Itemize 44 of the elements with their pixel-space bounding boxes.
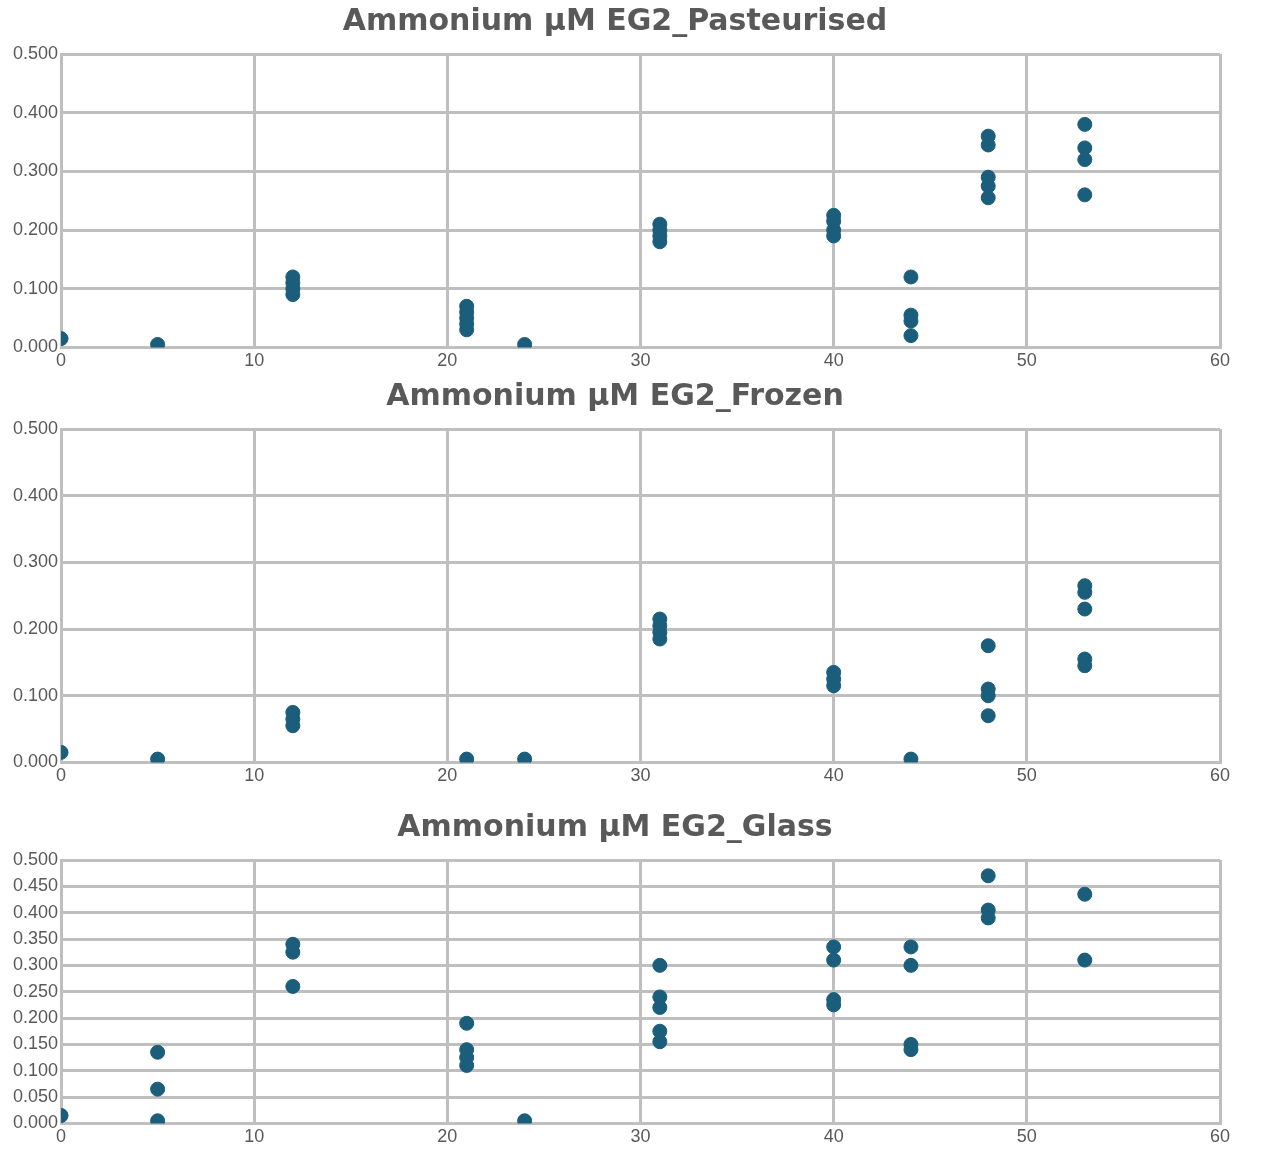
x-tick-label: 40: [823, 350, 844, 371]
y-tick-label: 0.400: [13, 484, 59, 505]
x-tick-label: 40: [823, 1126, 844, 1147]
x-tick-label: 0: [56, 350, 67, 371]
y-tick-label: 0.050: [13, 1086, 59, 1107]
x-tick-label: 60: [1209, 1126, 1231, 1147]
y-tick-label: 0.200: [13, 219, 59, 240]
y-tick-label: 0.200: [13, 618, 59, 639]
y-tick-label: 0.200: [13, 1007, 59, 1028]
x-tick-label: 50: [1016, 350, 1037, 371]
chart-title: Ammonium µM EG2_Glass: [397, 807, 833, 843]
x-tick-label: 20: [437, 765, 458, 786]
x-tick-label: 30: [630, 350, 651, 371]
y-tick-label: 0.400: [13, 101, 59, 122]
y-tick-label: 0.100: [13, 277, 59, 298]
y-tick-label: 0.350: [13, 927, 59, 948]
x-tick-label: 10: [244, 350, 265, 371]
y-tick-label: 0.300: [13, 954, 59, 975]
x-tick-label: 0: [56, 765, 67, 786]
x-tick-label: 60: [1209, 765, 1231, 786]
y-tick-label: 0.300: [13, 551, 59, 572]
x-tick-label: 40: [823, 765, 844, 786]
x-tick-label: 10: [244, 1126, 265, 1147]
x-tick-label: 60: [1209, 350, 1231, 371]
x-tick-label: 50: [1016, 1126, 1037, 1147]
chart-title: Ammonium µM EG2_Frozen: [386, 376, 844, 412]
x-tick-label: 30: [630, 1126, 651, 1147]
x-tick-label: 20: [437, 350, 458, 371]
x-tick-label: 30: [630, 765, 651, 786]
y-tick-label: 0.500: [13, 42, 59, 63]
chart-title: Ammonium µM EG2_Pasteurised: [342, 1, 888, 37]
y-tick-label: 0.500: [13, 848, 59, 869]
y-tick-label: 0.300: [13, 160, 59, 181]
x-tick-label: 50: [1016, 765, 1037, 786]
y-tick-label: 0.100: [13, 1059, 59, 1080]
y-tick-label: 0.400: [13, 901, 59, 922]
y-tick-label: 0.250: [13, 980, 59, 1001]
y-tick-label: 0.150: [13, 1033, 59, 1054]
x-tick-label: 0: [56, 1126, 67, 1147]
y-tick-label: 0.500: [13, 417, 59, 438]
y-tick-label: 0.450: [13, 875, 59, 896]
x-tick-label: 20: [437, 1126, 458, 1147]
x-tick-label: 10: [244, 765, 265, 786]
y-tick-label: 0.100: [13, 684, 59, 705]
